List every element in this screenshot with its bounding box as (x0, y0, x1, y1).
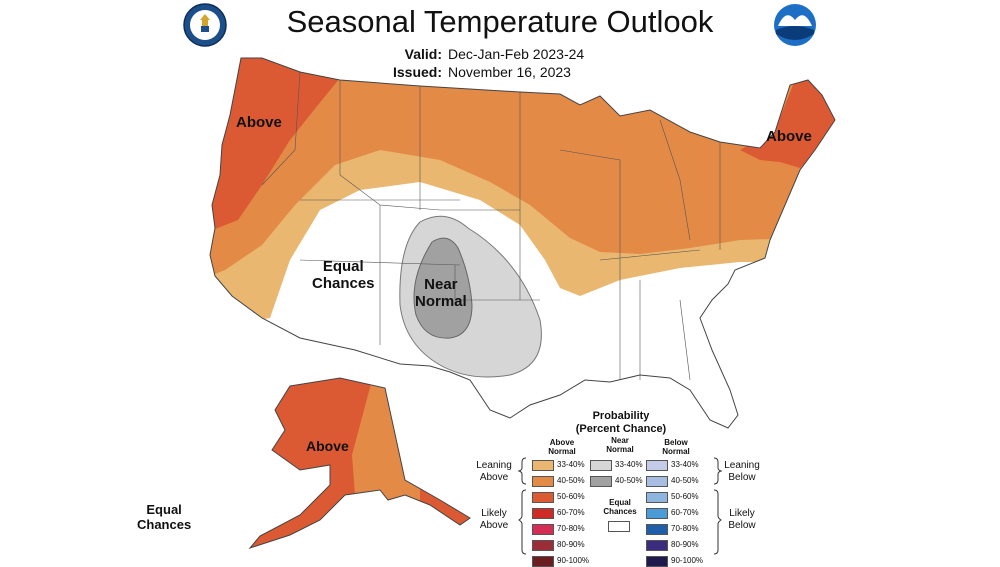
below-normal-label: 50-60% (671, 492, 699, 501)
legend-title: Probability (Percent Chance) (566, 410, 676, 436)
near-normal-swatch (590, 476, 612, 487)
near-normal-line1: Near (424, 276, 458, 293)
above-normal-swatch (532, 540, 554, 551)
above-normal-header: Above Normal (542, 438, 582, 456)
legend-ec-line1: Equal (609, 498, 631, 507)
above-50-60-northeast (740, 80, 835, 168)
leaning-above-line2: Above (479, 472, 509, 483)
leaning-below-label: Leaning Below (720, 460, 764, 484)
above-east-label: Above (766, 128, 812, 145)
near-normal-swatch (590, 460, 612, 471)
likely-above-line1: Likely (481, 508, 507, 519)
valid-issued-block: Valid: Dec-Jan-Feb 2023-24 Issued: Novembe… (390, 45, 584, 81)
equal-chances-swatch (608, 521, 630, 532)
likely-above-label: Likely Above (472, 508, 516, 532)
near-header-line2: Normal (606, 445, 634, 454)
below-normal-header: Below Normal (656, 438, 696, 456)
above-normal-swatch (532, 556, 554, 567)
above-normal-swatch (532, 492, 554, 503)
above-normal-swatch (532, 508, 554, 519)
above-normal-label: 50-60% (557, 492, 585, 501)
above-west-label: Above (236, 114, 282, 131)
likely-below-line2: Below (728, 520, 756, 531)
legend-ec-line2: Chances (603, 507, 637, 516)
below-normal-swatch (646, 556, 668, 567)
hawaii-equal-chances-label: Equal Chances (137, 502, 191, 532)
below-normal-swatch (646, 476, 668, 487)
leaning-above-label: Leaning Above (472, 460, 516, 484)
below-normal-label: 90-100% (671, 556, 704, 565)
valid-row: Valid: Dec-Jan-Feb 2023-24 (390, 45, 585, 63)
above-alaska-label: Above (306, 438, 349, 454)
legend-braces (517, 457, 723, 555)
near-header-line1: Near (611, 436, 629, 445)
above-header-line1: Above (549, 438, 575, 447)
equal-chances-label: Equal Chances (312, 258, 375, 292)
above-header-line2: Normal (548, 447, 576, 456)
legend-title-line2: (Percent Chance) (575, 423, 667, 435)
equal-chances-line2: Chances (312, 275, 375, 292)
below-normal-swatch (646, 508, 668, 519)
near-normal-header: Near Normal (600, 436, 640, 454)
below-header-line1: Below (664, 438, 688, 447)
below-normal-swatch (646, 540, 668, 551)
likely-below-label: Likely Below (720, 508, 764, 532)
above-normal-label: 80-90% (557, 540, 585, 549)
issued-label: Issued: (392, 64, 442, 80)
below-normal-swatch (646, 460, 668, 471)
valid-label: Valid: (404, 46, 442, 62)
alaska-map (249, 377, 471, 549)
near-normal-40-50-region (413, 237, 473, 339)
below-normal-label: 80-90% (671, 540, 699, 549)
near-normal-label: 33-40% (615, 460, 643, 469)
hawaii-ec-line2: Chances (137, 517, 192, 532)
legend-equal-chances: Equal Chances (602, 498, 638, 516)
probability-legend: Probability (Percent Chance) Above Norma… (470, 408, 770, 567)
below-header-line2: Normal (662, 447, 690, 456)
noaa-logo: NOAA (774, 4, 816, 46)
likely-above-line2: Above (479, 520, 509, 531)
state-borders (261, 71, 721, 381)
leaning-above-line1: Leaning (476, 460, 512, 471)
below-normal-label: 33-40% (671, 460, 699, 469)
above-normal-label: 33-40% (557, 460, 585, 469)
leaning-below-line2: Below (728, 472, 756, 483)
below-normal-label: 70-80% (671, 524, 699, 533)
noaa-logo-text: NOAA (783, 18, 807, 27)
above-normal-swatch (532, 476, 554, 487)
below-normal-swatch (646, 492, 668, 503)
above-normal-swatch (532, 524, 554, 535)
issued-row: Issued: November 16, 2023 (390, 63, 584, 81)
near-normal-label: Near Normal (415, 276, 467, 310)
valid-value: Dec-Jan-Feb 2023-24 (448, 46, 585, 62)
near-normal-label: 40-50% (615, 476, 643, 485)
hawaii-ec-line1: Equal (146, 502, 182, 517)
above-normal-label: 60-70% (557, 508, 585, 517)
above-normal-label: 70-80% (557, 524, 585, 533)
conus-map (209, 57, 836, 429)
above-normal-label: 90-100% (557, 556, 590, 565)
issued-value: November 16, 2023 (448, 64, 571, 80)
likely-below-line1: Likely (729, 508, 755, 519)
near-normal-line2: Normal (415, 293, 467, 310)
equal-chances-line1: Equal (322, 258, 364, 275)
above-normal-swatch (532, 460, 554, 471)
below-normal-label: 60-70% (671, 508, 699, 517)
page-title: Seasonal Temperature Outlook (286, 4, 714, 39)
commerce-seal-logo (183, 3, 227, 47)
above-normal-label: 40-50% (557, 476, 585, 485)
leaning-below-line1: Leaning (724, 460, 760, 471)
below-normal-label: 40-50% (671, 476, 699, 485)
legend-title-line1: Probability (592, 410, 650, 422)
below-normal-swatch (646, 524, 668, 535)
